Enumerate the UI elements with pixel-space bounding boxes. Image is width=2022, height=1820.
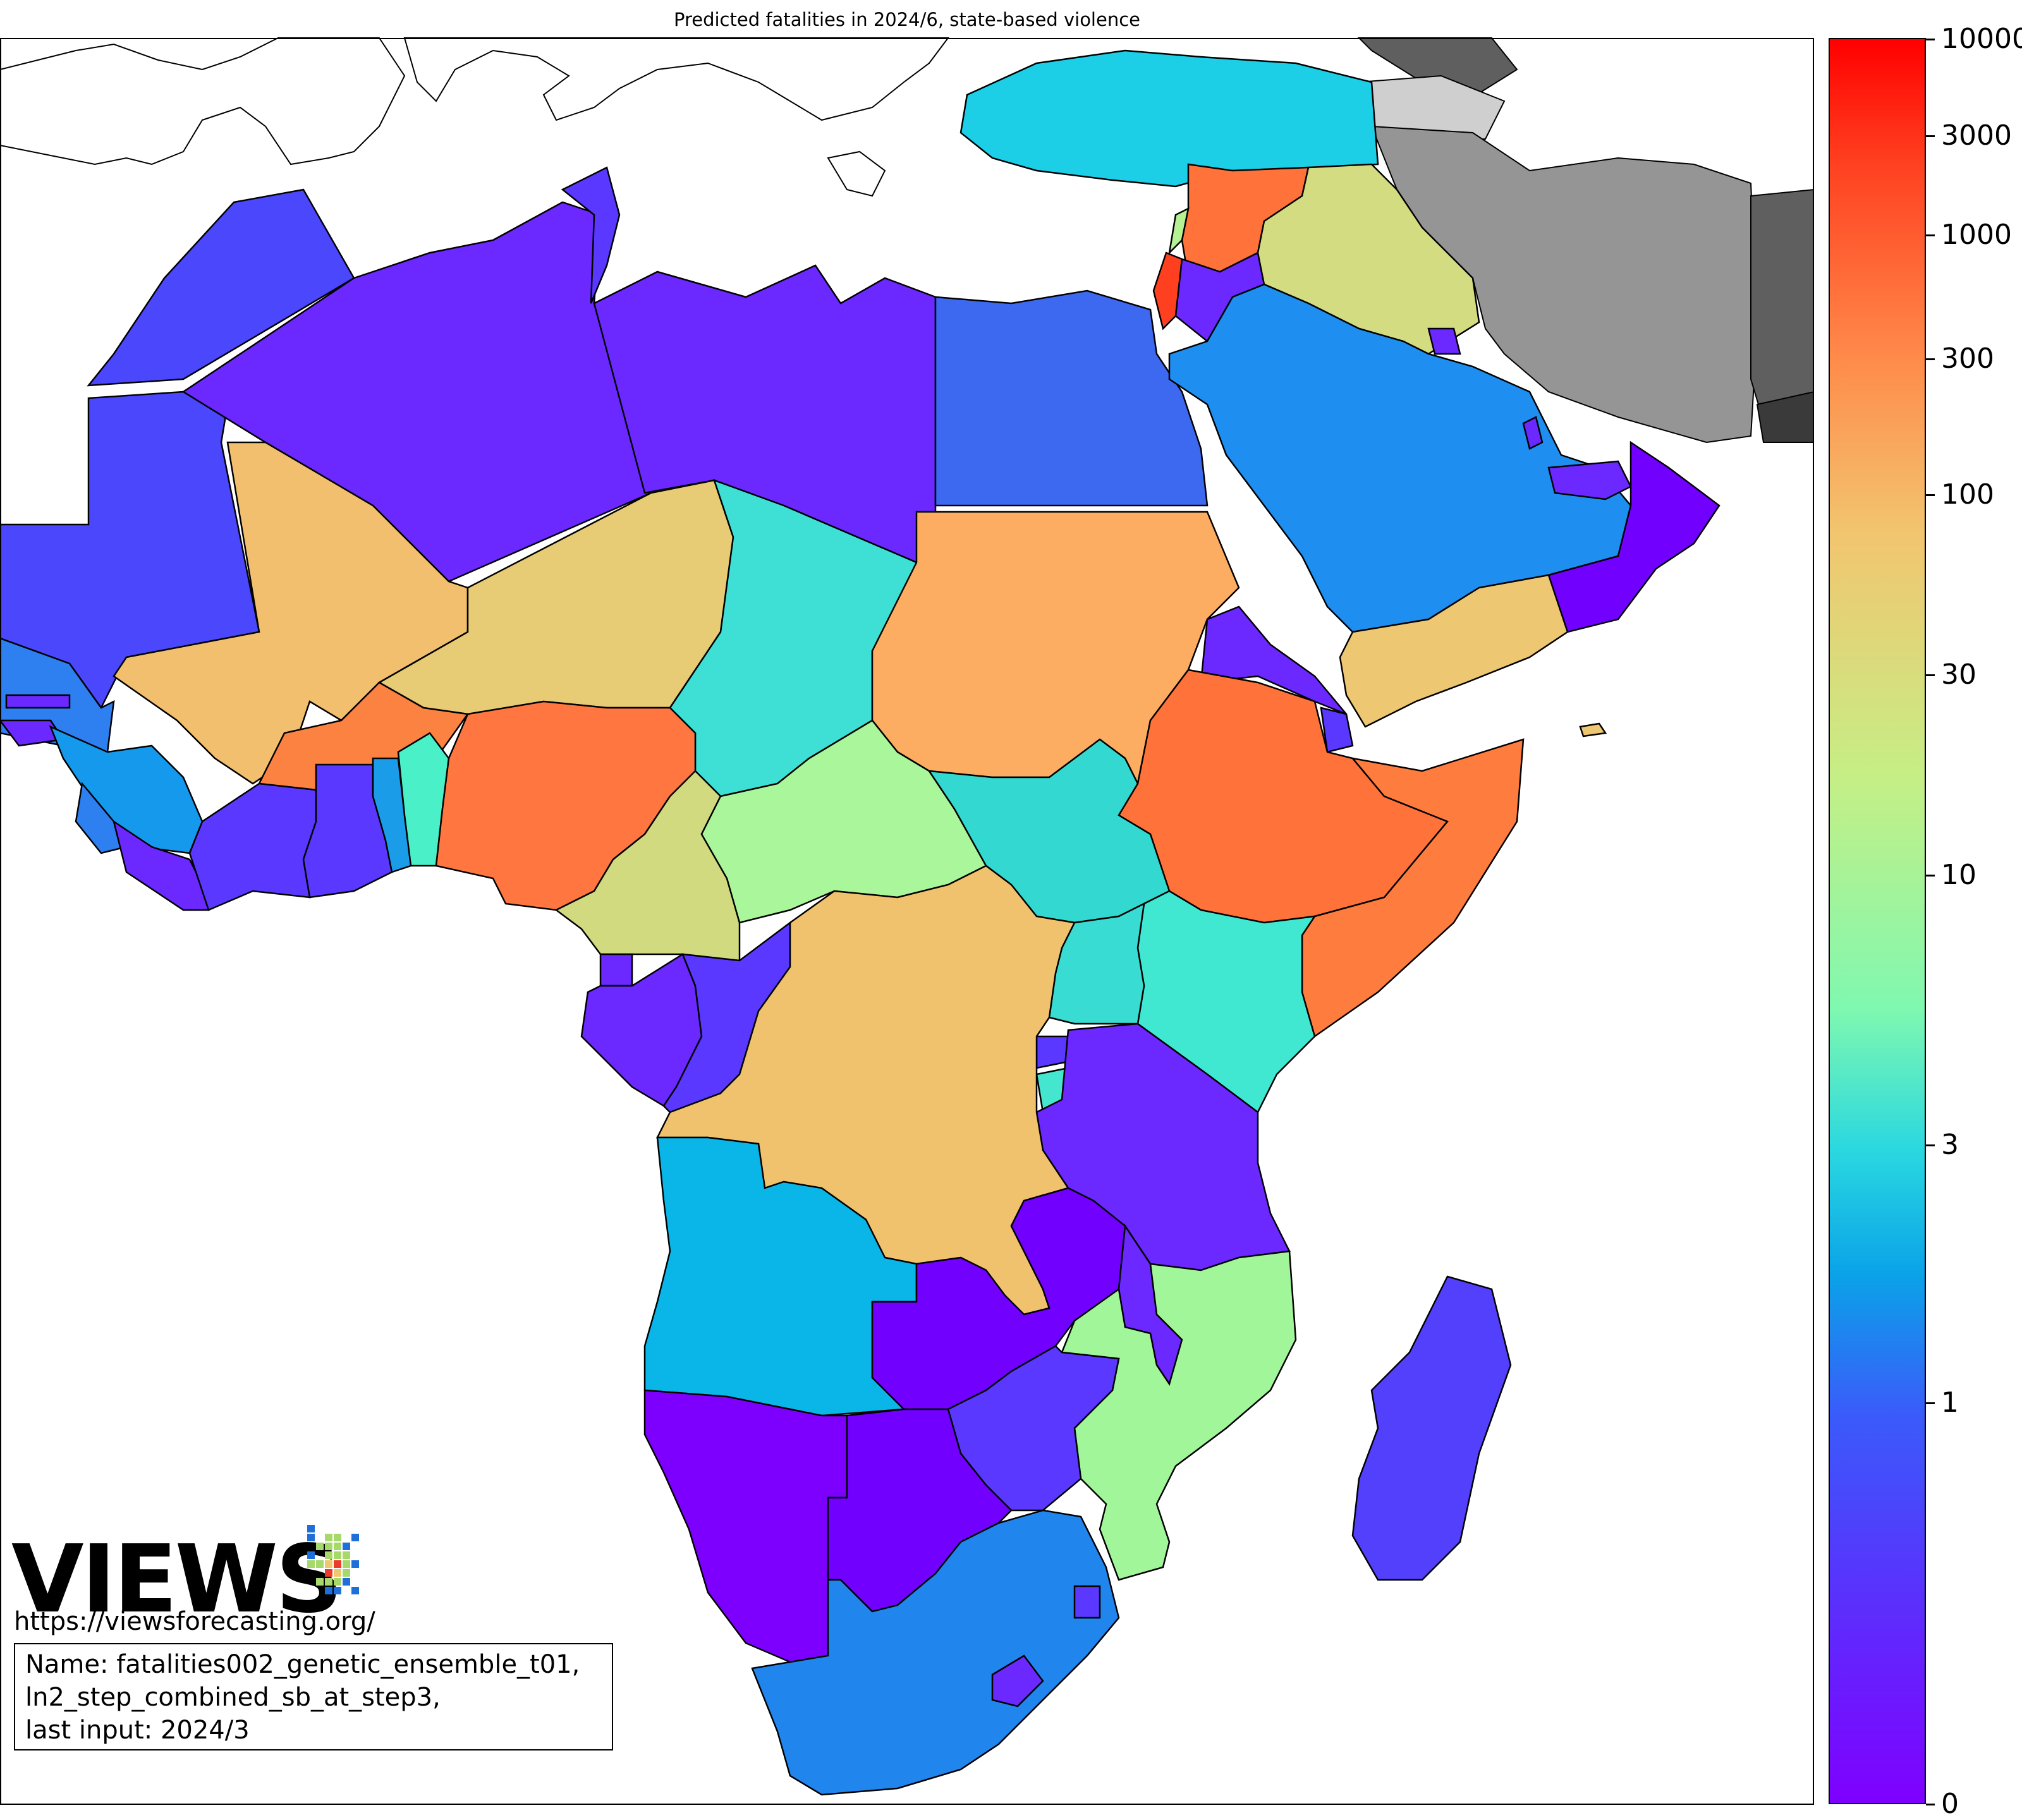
region-mali — [113, 441, 469, 785]
views-url: https://viewsforecasting.org/ — [14, 1607, 375, 1636]
region-egypt — [934, 289, 1209, 507]
choropleth-map — [0, 37, 1814, 1805]
region-israel — [1152, 252, 1183, 331]
region-mozambique — [1061, 1250, 1297, 1581]
model-info-line: last input: 2024/3 — [25, 1716, 250, 1745]
model-info-box: Name: fatalities002_genetic_ensemble_t01… — [14, 1643, 613, 1750]
model-info-line: ln2_step_combined_sb_at_step3, — [25, 1683, 441, 1712]
region-lesotho — [991, 1654, 1044, 1708]
region-lebanon — [1168, 207, 1190, 255]
region-yemen — [1339, 574, 1569, 728]
region-turkey — [959, 49, 1379, 188]
region-gambia — [5, 694, 71, 709]
region-oman — [1547, 440, 1721, 633]
region-qatar — [1522, 416, 1544, 450]
out-of-scope-region — [1357, 37, 1814, 444]
europe-outlines — [0, 37, 949, 197]
region-kuwait — [1427, 327, 1461, 355]
country-regions — [0, 49, 1721, 1796]
views-logo-icon — [307, 1525, 359, 1594]
region-socotra — [1579, 722, 1607, 737]
region-uae — [1547, 460, 1632, 500]
region-madagascar — [1351, 1275, 1512, 1581]
model-info-line: Name: fatalities002_genetic_ensemble_t01… — [25, 1650, 580, 1679]
region-djibouti — [1320, 707, 1354, 753]
region-rwanda — [1035, 1035, 1069, 1069]
region-tunisia — [561, 166, 621, 304]
region-morocco — [87, 188, 355, 387]
region-sierra-leone — [75, 782, 128, 854]
views-logo-text: VIEWS — [11, 1525, 343, 1634]
region-eq-guinea — [599, 953, 633, 987]
region-eswatini — [1073, 1585, 1101, 1619]
colorbar — [1829, 38, 1926, 1804]
map-title: Predicted fatalities in 2024/6, state-ba… — [673, 9, 1140, 30]
region-south-africa — [751, 1509, 1120, 1796]
